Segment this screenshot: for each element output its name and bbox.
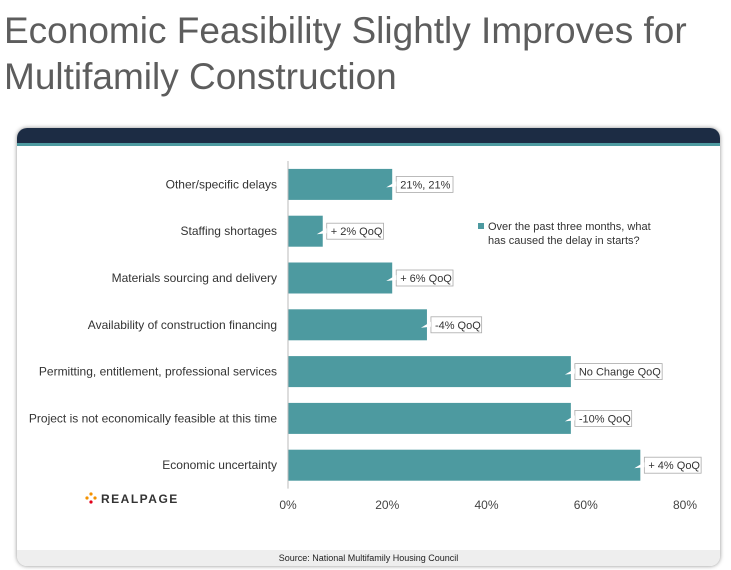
bar-chart: Other/specific delays Staffing shortages M…: [29, 161, 702, 512]
data-label-text: -10% QoQ: [579, 413, 631, 425]
data-label-pointer: [634, 462, 645, 469]
bar: [288, 449, 641, 481]
x-tick-label: 60%: [574, 498, 598, 512]
x-tick-labels: 0% 20% 40% 60% 80%: [279, 498, 697, 512]
data-label-text: -4% QoQ: [435, 320, 481, 332]
bar: [288, 309, 427, 341]
card-header-bar: [17, 128, 720, 143]
category-label: Availability of construction financing: [88, 318, 277, 332]
bar: [288, 262, 393, 294]
data-label-pointer: [564, 368, 575, 375]
legend-text-line-1: Over the past three months, what: [488, 221, 651, 233]
legend-swatch: [478, 223, 484, 229]
data-label-pointer: [316, 228, 327, 235]
category-labels: Other/specific delays Staffing shortages M…: [29, 177, 277, 472]
bar: [288, 215, 323, 247]
bar: [288, 168, 393, 200]
data-label-callout: No Change QoQ: [564, 363, 663, 381]
chart-card: Other/specific delays Staffing shortages M…: [17, 128, 720, 566]
bars-layer: [288, 168, 641, 481]
realpage-logo: REALPAGE: [85, 492, 179, 506]
data-label-callout: -4% QoQ: [420, 316, 483, 334]
category-label: Project is not economically feasible at …: [29, 411, 277, 425]
x-tick-label: 80%: [673, 498, 697, 512]
data-label-callout: -10% QoQ: [564, 409, 633, 427]
x-tick-label: 40%: [474, 498, 498, 512]
page-title-line-2: Multifamily Construction: [4, 56, 397, 97]
data-label-pointer: [386, 275, 397, 281]
page-title: Economic Feasibility Slightly Improves f…: [4, 8, 724, 100]
card-accent-stripe: [17, 143, 720, 146]
bar: [288, 402, 571, 434]
category-label: Materials sourcing and delivery: [112, 271, 277, 285]
source-footer: Source: National Multifamily Housing Cou…: [17, 550, 720, 566]
legend-text-line-2: has caused the delay in starts?: [488, 235, 640, 247]
data-label-pointer: [386, 181, 397, 188]
data-label-pointer: [420, 321, 431, 328]
data-label-callout: + 2% QoQ: [316, 222, 384, 240]
data-label-text: No Change QoQ: [579, 367, 661, 379]
data-label-text: + 6% QoQ: [400, 273, 452, 285]
x-tick-label: 20%: [375, 498, 399, 512]
realpage-dots-icon: [85, 492, 97, 504]
x-tick-label: 0%: [279, 498, 297, 512]
legend: Over the past three months, what has cau…: [478, 221, 651, 247]
data-label-text: + 2% QoQ: [331, 226, 383, 238]
category-label: Staffing shortages: [180, 224, 277, 238]
category-label: Economic uncertainty: [162, 458, 277, 472]
category-label: Other/specific delays: [166, 177, 277, 191]
data-labels: 21%, 21% + 2% QoQ + 6% QoQ -4% QoQ No Change…: [316, 176, 702, 474]
data-label-callout: 21%, 21%: [386, 176, 454, 193]
category-label: Permitting, entitlement, professional se…: [39, 365, 277, 379]
page-title-line-1: Economic Feasibility Slightly Improves f…: [4, 10, 687, 51]
data-label-callout: + 4% QoQ: [634, 456, 702, 474]
data-label-callout: + 6% QoQ: [386, 269, 454, 287]
data-label-pointer: [564, 415, 575, 422]
bar: [288, 356, 571, 388]
data-label-text: 21%, 21%: [400, 179, 450, 191]
data-label-text: + 4% QoQ: [648, 460, 700, 472]
brand-name: REALPAGE: [101, 492, 179, 506]
